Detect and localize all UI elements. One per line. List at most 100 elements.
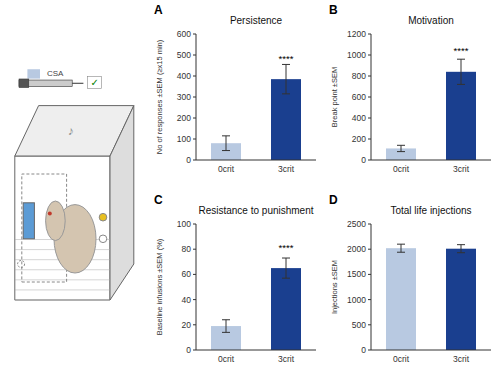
illustration-text: ✓ (90, 77, 98, 88)
error-line (401, 244, 402, 252)
error-line (286, 64, 287, 93)
y-tick-label: 80 (182, 244, 192, 254)
y-tick (368, 160, 371, 161)
illustration-text: ♪ (68, 124, 74, 138)
nose-poke (23, 203, 34, 239)
y-axis-label: No of responses ±SEM (≥x15 min) (155, 39, 164, 154)
marks (211, 64, 301, 160)
figure: 01002003004005006000crit3critPersistence… (0, 0, 500, 380)
y-tick (193, 139, 196, 140)
y-axis-label: Injections ±SEM (330, 260, 339, 314)
y-tick-label: 100 (177, 219, 191, 229)
y-tick (193, 224, 196, 225)
y-axis (371, 224, 372, 350)
y-tick-label: 40 (182, 295, 192, 305)
error-line (226, 136, 227, 151)
error-cap (222, 135, 230, 136)
x-tick-label: 0crit (393, 354, 410, 364)
x-axis (371, 350, 491, 351)
y-tick-label: 400 (352, 113, 366, 123)
y-axis-label: Break point ±SEM (330, 67, 339, 127)
x-tick-label: 0crit (218, 354, 235, 364)
y-tick-label: 500 (352, 320, 366, 330)
error-line (226, 320, 227, 333)
y-tick (368, 139, 371, 140)
panel: 0204060801000crit3critResistance to puni… (154, 193, 316, 364)
y-tick-label: 0 (186, 345, 191, 355)
y-tick-label: 1200 (347, 29, 366, 39)
panel-letter: A (154, 3, 163, 17)
y-tick (193, 118, 196, 119)
panel: 050010001500200025000crit3critTotal life… (329, 193, 491, 364)
panel-letter: B (329, 3, 338, 17)
y-tick-label: 20 (182, 320, 192, 330)
significance: **** (279, 53, 294, 64)
floor-bar (15, 300, 110, 301)
error-cap (282, 258, 290, 259)
y-tick (368, 224, 371, 225)
marks (211, 258, 301, 350)
illustration-text: CSA (47, 69, 64, 78)
error-cap (222, 319, 230, 320)
x-tick-label: 0crit (393, 164, 410, 174)
y-tick (193, 97, 196, 98)
cage-front (15, 156, 110, 300)
csa-square (27, 69, 40, 78)
error-cap (282, 93, 290, 94)
y-tick-label: 200 (177, 113, 191, 123)
y-tick (193, 55, 196, 56)
error-bar (222, 320, 230, 333)
error-line (461, 245, 462, 253)
y-tick (193, 274, 196, 275)
plunger (19, 79, 29, 88)
error-line (461, 59, 462, 84)
x-axis (196, 160, 316, 161)
button (99, 235, 107, 243)
y-tick (193, 160, 196, 161)
marks (386, 244, 476, 350)
panel: 01002003004005006000crit3critPersistence… (154, 3, 316, 174)
bar (446, 72, 476, 160)
y-tick-label: 0 (186, 155, 191, 165)
error-bar (457, 245, 465, 253)
y-tick (193, 34, 196, 35)
y-tick (368, 76, 371, 77)
button (99, 213, 107, 221)
panel-letter: D (329, 193, 338, 207)
significance: **** (279, 242, 294, 253)
error-cap (457, 59, 465, 60)
inner-region (22, 174, 67, 282)
x-tick-label: 3crit (453, 354, 470, 364)
y-axis-label: Baseline infusions ±SEM (%) (155, 238, 164, 335)
error-cap (397, 252, 405, 253)
title: Motivation (408, 15, 454, 26)
y-tick-label: 1000 (347, 50, 366, 60)
error-cap (282, 278, 290, 279)
error-cap (397, 151, 405, 152)
error-bar (282, 64, 290, 93)
floor-bar (15, 289, 110, 290)
y-tick (193, 350, 196, 351)
y-tick (368, 55, 371, 56)
error-cap (397, 244, 405, 245)
marks (386, 59, 476, 160)
x-tick-label: 3crit (278, 354, 295, 364)
error-bar (282, 258, 290, 278)
y-tick (368, 299, 371, 300)
error-bar (397, 244, 405, 252)
error-cap (222, 150, 230, 151)
error-cap (457, 84, 465, 85)
floor-bar (15, 279, 110, 280)
cage-right (110, 106, 134, 300)
y-tick-label: 200 (352, 134, 366, 144)
y-tick-label: 2500 (347, 219, 366, 229)
y-tick-label: 100 (177, 134, 191, 144)
x-axis (196, 350, 316, 351)
error-cap (457, 252, 465, 253)
y-tick-label: 400 (177, 71, 191, 81)
error-bar (397, 145, 405, 151)
illustration: ♪ CSA ✓ (15, 69, 134, 300)
title: Resistance to punishment (198, 205, 313, 216)
error-line (286, 258, 287, 278)
significance: **** (454, 45, 469, 56)
